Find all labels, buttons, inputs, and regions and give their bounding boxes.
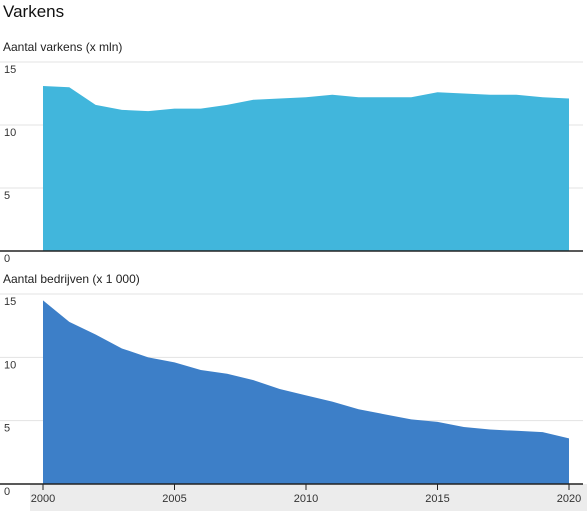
pigs-y-tick-label: 5 bbox=[4, 190, 10, 202]
pigs-panel-title: Aantal varkens (x mln) bbox=[3, 40, 123, 54]
x-tick-label: 2015 bbox=[425, 493, 449, 505]
farms-y-tick-label: 10 bbox=[4, 359, 16, 371]
x-axis-band bbox=[30, 484, 587, 511]
x-tick-label: 2020 bbox=[557, 493, 581, 505]
pigs-y-tick-label: 10 bbox=[4, 127, 16, 139]
farms-y-tick-label: 15 bbox=[4, 296, 16, 308]
farms-panel-title: Aantal bedrijven (x 1 000) bbox=[3, 272, 140, 286]
x-tick-label: 2000 bbox=[31, 493, 55, 505]
x-tick-label: 2010 bbox=[294, 493, 318, 505]
pigs-y-tick-label: 0 bbox=[4, 253, 10, 265]
farms-area bbox=[43, 300, 569, 484]
pigs-y-tick-label: 15 bbox=[4, 64, 16, 76]
farms-y-tick-label: 0 bbox=[4, 486, 10, 498]
chart-title: Varkens bbox=[3, 2, 65, 21]
x-tick-label: 2005 bbox=[162, 493, 186, 505]
farms-y-tick-label: 5 bbox=[4, 423, 10, 435]
pigs-area bbox=[43, 85, 569, 251]
